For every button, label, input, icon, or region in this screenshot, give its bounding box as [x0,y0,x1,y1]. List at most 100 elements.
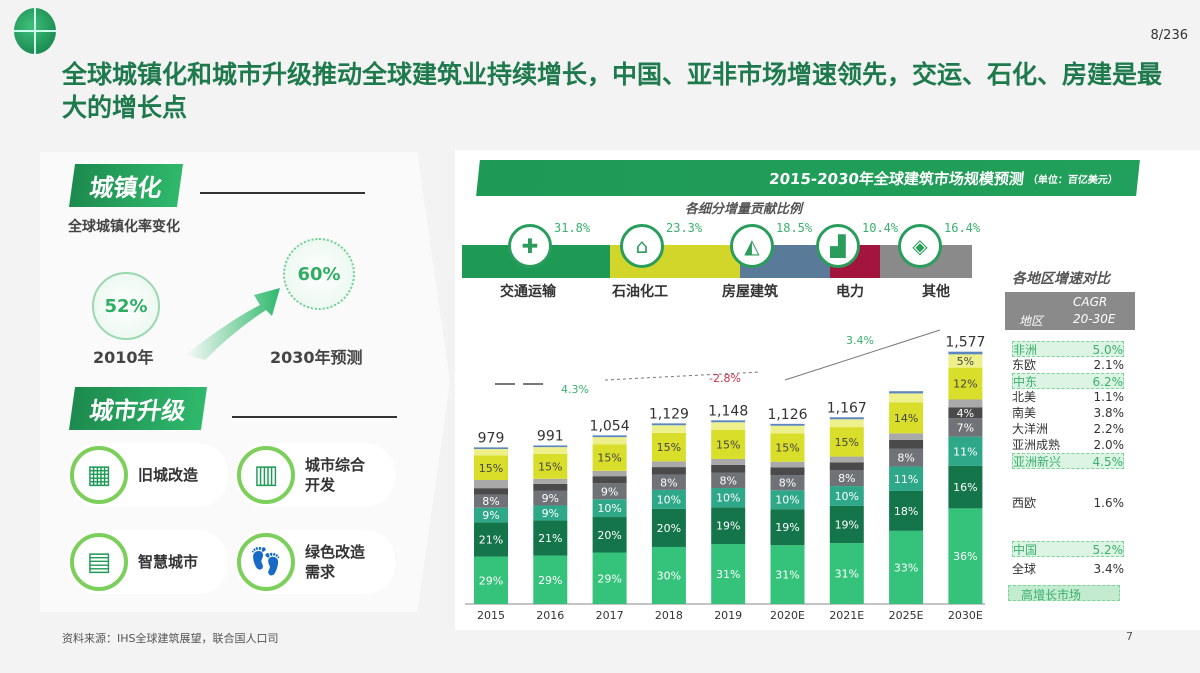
segment-label: 9% [542,507,559,520]
bar-segment [533,447,568,454]
x-tick-label: 2015 [477,609,505,622]
bar-segment [711,420,746,423]
region-row: 中国 5.2% [1012,541,1124,557]
bar-segment [533,555,568,604]
bar-segment [592,476,627,484]
chart-title-text: 2015-2030年全球建筑市场规模预测 [768,169,1025,188]
upgrade-item: 👣 绿色改造需求 [235,530,395,594]
segment-label: 15% [479,462,503,475]
bar-segment [474,455,508,480]
contribution-name: 交通运输 [500,284,556,300]
contribution-pct: 18.5% [776,221,813,235]
segment-label: 31% [716,568,740,581]
segment-label: 19% [716,520,740,533]
region-cagr: 3.4% [1093,562,1125,576]
bar-segment [770,475,805,491]
stacked-bar-chart: 29%21%9%8%15%979201529%21%9%9%15%9912016… [465,329,985,622]
growth-annotation: 4.3% [561,383,589,396]
total-label: 1,577 [945,335,985,351]
urbanization-2010-circle: 52% [92,272,160,340]
smart-city-icon: ▤ [70,533,128,591]
x-tick-label: 2017 [596,609,624,622]
bar-segment [770,545,805,604]
bar-segment [889,433,924,440]
x-tick-label: 2016 [536,609,564,622]
bar-segment [711,458,746,465]
segment-label: 14% [894,412,918,425]
bar-segment [948,465,983,509]
chart-unit: （单位：百亿美元） [1027,174,1119,186]
segment-label: 36% [953,550,977,563]
bar-segment [829,419,864,428]
bar-segment [474,479,508,489]
bar-segment [889,448,924,467]
region-cagr: 1.1% [1093,390,1125,404]
segment-label: 12% [953,378,977,391]
segment-label: 30% [657,569,681,582]
bar-segment [533,478,568,484]
bar-segment [948,508,983,604]
bar-segment [474,522,508,557]
region-row: 亚洲成熟 2.0% [1012,437,1124,453]
region-table-header: CAGR 地区 20-30E [1005,292,1135,330]
total-label: 1,167 [827,400,867,416]
bar-segment [889,402,924,434]
bar-segment [829,505,864,544]
total-label: 991 [537,428,564,444]
bar-segment [948,351,983,355]
region-name: 东欧 [1012,358,1037,372]
upgrade-item: ▦ 旧城改造 [68,443,228,507]
region-cagr: 2.1% [1093,358,1125,372]
period-header: 20-30E [1073,312,1116,326]
high-growth-legend: 高增长市场 [1008,585,1120,602]
bar-segment [592,444,627,471]
bar-segment [889,439,924,449]
bar-segment [948,418,983,437]
growth-arrow-icon [185,288,280,360]
region-header: 地区 [1019,314,1044,328]
source-note: 资料来源：IHS全球建筑展望，联合国人口司 [62,632,279,645]
bar-segment [889,393,924,403]
region-cagr: 3.8% [1093,406,1125,420]
bar-segment [711,472,746,488]
bar-segment [711,507,746,545]
bar-segment [711,487,746,508]
bar-segment [474,447,508,449]
contribution-name: 电力 [836,284,864,300]
segment-label: 21% [538,532,562,545]
page-number: 8/236 [1150,28,1188,43]
bar-segment [651,546,686,604]
trend-line [604,371,761,381]
chart-title: 2015-2030年全球建筑市场规模预测 （单位：百亿美元） [476,160,1140,196]
segment-label: 10% [716,492,740,505]
contribution-pct: 16.4% [944,221,981,235]
city-upgrade-tag: 城市升级 [68,387,208,430]
segment-label: 15% [538,460,562,473]
bar-segment [592,437,627,445]
bar-segment [829,427,864,457]
segment-label: 10% [657,493,681,506]
bar-segment [592,517,627,553]
divider [232,416,397,418]
segment-label: 9% [601,485,618,498]
region-name: 大洋洲 [1012,422,1049,436]
bar-segment [533,505,568,521]
urbanization-2030-label: 2030年预测 [270,348,363,367]
bar-segment [770,425,805,434]
bar-segment [651,461,686,468]
bar-segment [533,483,568,491]
bar-segment [711,544,746,604]
bar-segment [533,453,568,479]
region-name: 南美 [1012,406,1037,420]
segment-label: 9% [542,492,559,505]
region-name: 亚洲成熟 [1012,438,1061,452]
bar-segment [889,530,924,604]
bar-segment [592,470,627,477]
upgrade-item: ▥ 城市综合开发 [235,443,395,507]
bar-segment [770,461,805,468]
region-cagr: 4.5% [1092,455,1124,469]
oil-tower-icon: ⌂ [620,224,664,268]
bar-segment [592,483,627,500]
bar-segment [948,354,983,368]
bar-segment [592,499,627,518]
